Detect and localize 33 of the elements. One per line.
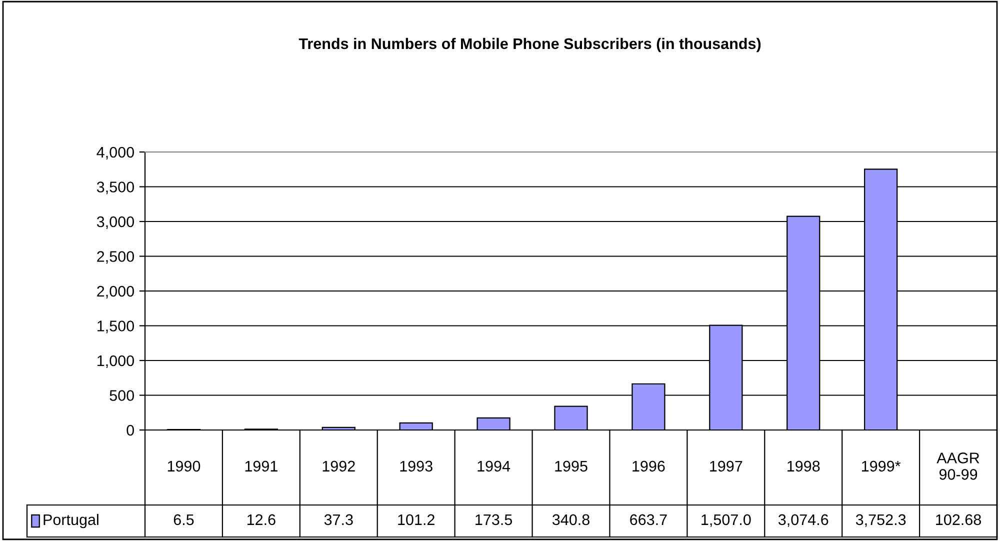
data-label: 37.3 bbox=[324, 514, 353, 526]
y-tick-label: 2,000 bbox=[97, 286, 134, 298]
data-label: 340.8 bbox=[552, 514, 590, 526]
data-label: 6.5 bbox=[174, 514, 194, 526]
data-label: 101.2 bbox=[398, 514, 434, 526]
y-tick-label: 1,500 bbox=[98, 320, 134, 334]
x-tick-label: 1991 bbox=[245, 460, 278, 472]
x-tick-label: 1990 bbox=[168, 460, 200, 472]
data-label: 173.5 bbox=[476, 514, 512, 526]
y-tick-label: 1,000 bbox=[98, 355, 134, 368]
x-tick-label: 1996 bbox=[632, 460, 665, 472]
x-tick-label: 1998 bbox=[788, 460, 820, 472]
y-tick-label: 2,500 bbox=[97, 251, 134, 264]
data-label: 663.7 bbox=[630, 514, 667, 526]
x-tick-label: 1994 bbox=[478, 460, 510, 472]
x-tick-label: AAGR 90-99 bbox=[936, 452, 980, 480]
y-tick-label: 0 bbox=[126, 424, 134, 436]
y-tick-label: 500 bbox=[110, 390, 134, 401]
data-label: 1,507.0 bbox=[702, 514, 751, 527]
x-tick-label: 1993 bbox=[400, 460, 432, 472]
y-tick-label: 3,500 bbox=[96, 182, 134, 194]
data-label: 12.6 bbox=[247, 514, 276, 526]
x-tick-label: 1995 bbox=[555, 460, 588, 472]
data-label: 3,074.6 bbox=[778, 514, 828, 527]
x-tick-label: 1997 bbox=[710, 460, 742, 472]
x-tick-label: 1999* bbox=[862, 460, 901, 472]
y-tick-label: 4,000 bbox=[96, 146, 134, 160]
y-tick-label: 3,000 bbox=[96, 216, 134, 229]
chart-title: Trends in Numbers of Mobile Phone Subscribers (in thousands) bbox=[298, 38, 761, 52]
text: 102.68 bbox=[936, 514, 981, 526]
legend-label: Portugal bbox=[44, 514, 98, 528]
x-tick-label: 1992 bbox=[322, 460, 355, 472]
data-label: 3,752.3 bbox=[856, 514, 906, 527]
